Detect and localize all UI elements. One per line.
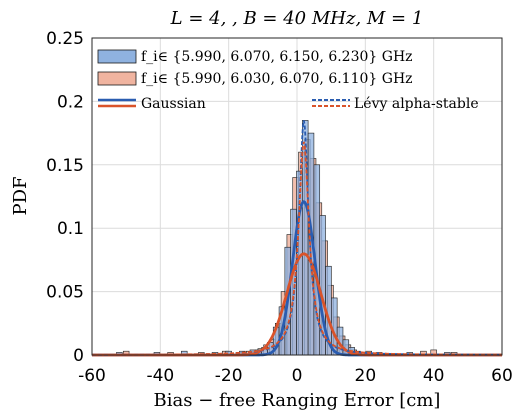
y-tick-label: 0.05 <box>46 283 84 303</box>
histogram-bar <box>301 120 309 356</box>
x-tick-label: 40 <box>423 366 445 386</box>
legend: f_i∈ {5.990, 6.070, 6.150, 6.230} GHz f_… <box>97 49 479 112</box>
x-tick-label: -60 <box>78 366 106 386</box>
plot-frame <box>91 37 503 356</box>
y-tick-label: 0.2 <box>57 92 84 112</box>
y-tick-label: 0.1 <box>57 219 84 239</box>
y-tick-label: 0 <box>73 346 84 366</box>
axis-ticks: -60 -40 -20 0 20 40 60 0 0.05 0.1 0.15 0.2 0.25 <box>46 29 513 386</box>
chart-title: L = 4, , B = 40 MHz, M = 1 <box>170 8 424 29</box>
x-tick-label: 20 <box>355 366 377 386</box>
legend-swatch-hist-orange <box>97 71 137 86</box>
x-tick-label: -20 <box>215 366 243 386</box>
x-tick-label: 60 <box>491 366 513 386</box>
legend-label-hist-blue: f_i∈ {5.990, 6.070, 6.150, 6.230} GHz <box>141 49 413 65</box>
x-tick-label: 0 <box>292 366 303 386</box>
legend-label-levy: Lévy alpha-stable <box>354 96 479 112</box>
x-tick-label: -40 <box>146 366 174 386</box>
legend-label-hist-orange: f_i∈ {5.990, 6.030, 6.070, 6.110} GHz <box>141 71 413 87</box>
x-axis-label: Bias − free Ranging Error [cm] <box>154 390 441 411</box>
histogram-series-blue <box>116 120 451 356</box>
y-tick-label: 0.25 <box>46 29 84 49</box>
legend-label-gaussian: Gaussian <box>141 96 206 112</box>
y-tick-label: 0.15 <box>46 156 84 176</box>
y-axis-label: PDF <box>10 176 31 215</box>
legend-swatch-hist-blue <box>97 49 137 64</box>
